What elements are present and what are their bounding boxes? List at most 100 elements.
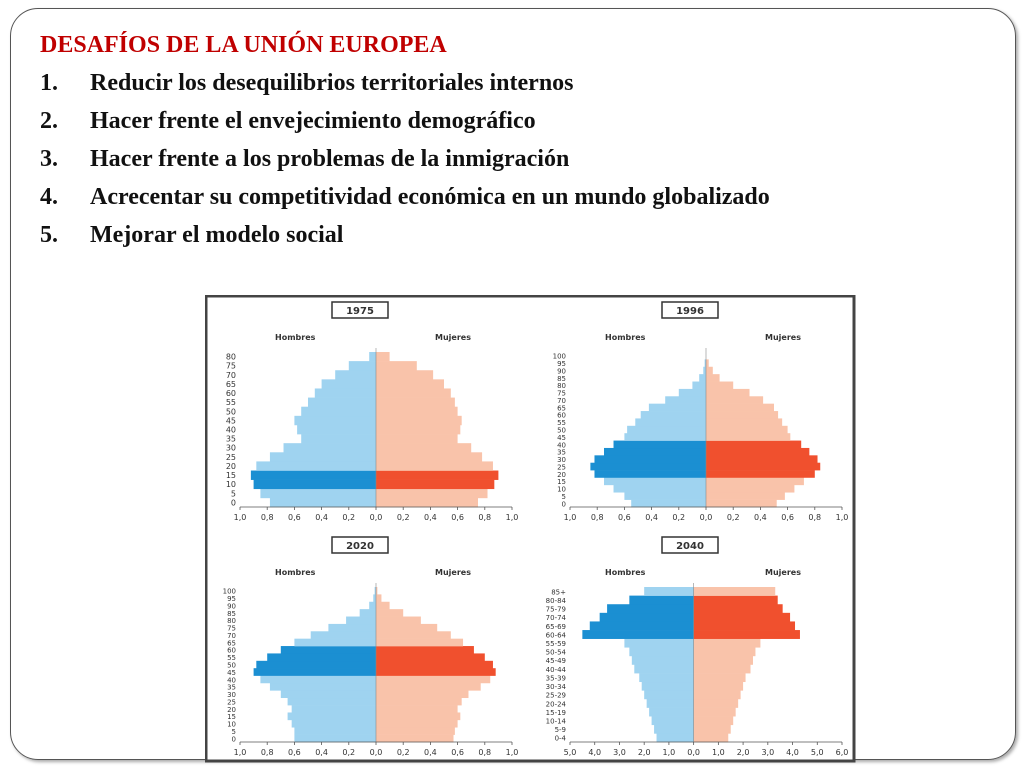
male-bar [631, 655, 694, 665]
male-bar [634, 664, 694, 674]
female-bar [376, 727, 455, 735]
male-bar [374, 587, 376, 595]
male-bar [703, 366, 706, 375]
female-bar [376, 719, 458, 728]
male-bar [314, 388, 376, 398]
male-bar [640, 411, 706, 419]
female-bar [706, 433, 791, 441]
male-bar [582, 630, 694, 639]
female-bar [376, 443, 472, 453]
female-bar [693, 724, 731, 734]
x-tick-label: 2,0 [638, 748, 651, 757]
male-bar [644, 587, 694, 596]
age-label: 5 [231, 489, 236, 498]
age-label: 65-69 [546, 623, 566, 631]
male-bar [253, 479, 376, 490]
x-tick-label: 0,0 [370, 513, 383, 522]
female-bar [376, 712, 461, 721]
age-label: 10 [227, 721, 236, 729]
x-tick-label: 1,0 [506, 748, 519, 757]
age-label: 50 [557, 427, 566, 435]
x-tick-label: 5,0 [564, 748, 577, 757]
male-bar [297, 424, 376, 435]
age-label: 40-44 [546, 666, 567, 674]
x-tick-label: 0,2 [397, 748, 410, 757]
male-bar [256, 461, 376, 471]
x-tick-label: 0,2 [727, 513, 740, 522]
slide-title: DESAFÍOS DE LA UNIÓN EUROPEA [40, 32, 447, 58]
female-bar [706, 440, 802, 449]
male-bar [604, 447, 706, 456]
item-text: Hacer frente el envejecimiento demográfi… [90, 108, 536, 134]
female-bar [693, 690, 741, 700]
age-label: 60-64 [546, 631, 567, 639]
age-label: 0 [562, 500, 566, 508]
item-list: 1. Reducir los desequilibrios territorial… [40, 64, 978, 254]
age-label: 80-84 [546, 597, 567, 605]
age-label: 65 [227, 639, 236, 647]
age-label: 0 [232, 735, 236, 743]
male-bar [635, 418, 706, 427]
age-label: 15 [227, 713, 236, 721]
male-bar [624, 638, 694, 648]
female-bar [376, 397, 455, 408]
male-bar [654, 724, 694, 734]
female-bar [376, 653, 485, 662]
age-label: 90 [557, 367, 566, 375]
female-bar [706, 374, 720, 382]
male-bar [613, 440, 706, 449]
age-label: 95 [557, 360, 566, 368]
male-bar [253, 668, 376, 676]
female-bar [376, 682, 481, 691]
age-label: 100 [553, 353, 566, 361]
x-tick-label: 4,0 [786, 748, 799, 757]
female-bar [376, 415, 462, 426]
female-bar [706, 484, 795, 493]
female-bar [706, 359, 709, 368]
male-bar [369, 352, 376, 362]
item-number: 1. [40, 70, 58, 96]
female-bar [376, 388, 451, 398]
female-bar [376, 370, 434, 380]
male-bar [269, 682, 376, 691]
male-bar [692, 381, 706, 390]
male-bar [260, 488, 376, 499]
female-bar [376, 434, 458, 444]
male-bar [594, 455, 706, 464]
male-bar [291, 719, 376, 728]
age-label: 85 [227, 610, 236, 618]
age-label: 30 [227, 691, 236, 699]
female-bar [376, 479, 495, 490]
male-bar [287, 712, 376, 721]
male-bar [260, 675, 376, 684]
x-tick-label: 1,0 [234, 513, 247, 522]
age-label: 55 [557, 419, 566, 427]
x-tick-label: 0,8 [808, 513, 821, 522]
x-tick-label: 0,2 [672, 513, 685, 522]
age-label: 25 [227, 698, 236, 706]
male-bar [335, 370, 376, 380]
panel-title-box [661, 301, 719, 319]
x-tick-label: 1,0 [836, 513, 849, 522]
age-label: 30 [226, 444, 236, 453]
female-bar [376, 623, 438, 632]
male-bar [704, 359, 706, 368]
female-bar [693, 733, 729, 743]
age-label: 45 [557, 434, 566, 442]
age-label: 40 [226, 426, 236, 435]
male-bar [651, 716, 694, 726]
male-bar [646, 698, 694, 708]
x-tick-label: 0,4 [424, 748, 437, 757]
age-label: 65 [226, 380, 236, 389]
female-bar [693, 638, 761, 648]
female-bar [376, 601, 390, 610]
right-label: Mujeres [435, 333, 471, 342]
male-bar [629, 595, 694, 605]
female-bar [706, 366, 713, 375]
female-bar [693, 621, 796, 631]
age-label: 85 [557, 375, 566, 383]
male-bar [648, 403, 706, 412]
age-label: 30-34 [546, 683, 567, 691]
age-label: 45-49 [546, 657, 566, 665]
female-bar [693, 664, 751, 674]
